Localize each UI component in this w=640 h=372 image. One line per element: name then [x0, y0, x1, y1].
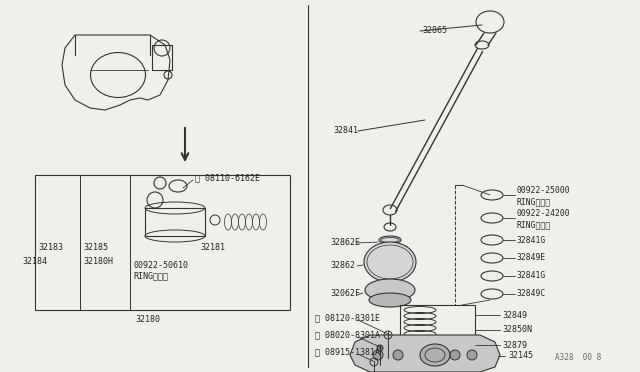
Text: 32181: 32181 — [200, 244, 225, 253]
Circle shape — [393, 350, 403, 360]
Text: 32180: 32180 — [136, 315, 161, 324]
Text: RINGリング: RINGリング — [517, 221, 551, 230]
Text: 32879: 32879 — [502, 340, 527, 350]
Bar — [400, 305, 475, 360]
Text: Ⓑ 08020-8301A: Ⓑ 08020-8301A — [315, 330, 380, 340]
Circle shape — [373, 350, 383, 360]
Ellipse shape — [420, 344, 450, 366]
Bar — [35, 175, 290, 310]
Text: 32841G: 32841G — [517, 235, 547, 244]
Ellipse shape — [365, 279, 415, 301]
Text: 32849: 32849 — [502, 311, 527, 320]
Text: 00922-25000: 00922-25000 — [517, 186, 571, 195]
Polygon shape — [350, 335, 500, 372]
Text: 00922-50610: 00922-50610 — [133, 260, 188, 269]
Text: 32183: 32183 — [38, 244, 63, 253]
Ellipse shape — [369, 293, 411, 307]
Text: A328  00 8: A328 00 8 — [555, 353, 601, 362]
Text: RINGリング: RINGリング — [133, 272, 168, 280]
Text: 32849E: 32849E — [517, 253, 547, 263]
Text: 32185: 32185 — [83, 244, 108, 253]
Bar — [152, 45, 172, 70]
Ellipse shape — [379, 236, 401, 244]
Text: 32184: 32184 — [22, 257, 47, 266]
Ellipse shape — [364, 242, 416, 282]
Text: 00922-24200: 00922-24200 — [517, 208, 571, 218]
Circle shape — [467, 350, 477, 360]
Text: 32849C: 32849C — [517, 289, 547, 298]
Text: 32841G: 32841G — [517, 272, 547, 280]
Text: 32865: 32865 — [422, 26, 447, 35]
Circle shape — [377, 345, 383, 351]
Circle shape — [450, 350, 460, 360]
Text: 32062F: 32062F — [330, 289, 360, 298]
Text: Ⓑ 08120-8301E: Ⓑ 08120-8301E — [315, 314, 380, 323]
Text: Ⓧ 08915-1381A: Ⓧ 08915-1381A — [315, 347, 380, 356]
Text: 32862E: 32862E — [330, 237, 360, 247]
Text: 32850N: 32850N — [502, 326, 532, 334]
Text: Ⓑ 08110-6162E: Ⓑ 08110-6162E — [195, 173, 260, 183]
Text: 32180H: 32180H — [83, 257, 113, 266]
Text: 32862: 32862 — [330, 260, 355, 269]
Text: RINGリング: RINGリング — [517, 198, 551, 206]
Text: 32145: 32145 — [508, 350, 533, 359]
Text: 32841: 32841 — [333, 125, 358, 135]
Bar — [145, 208, 205, 236]
